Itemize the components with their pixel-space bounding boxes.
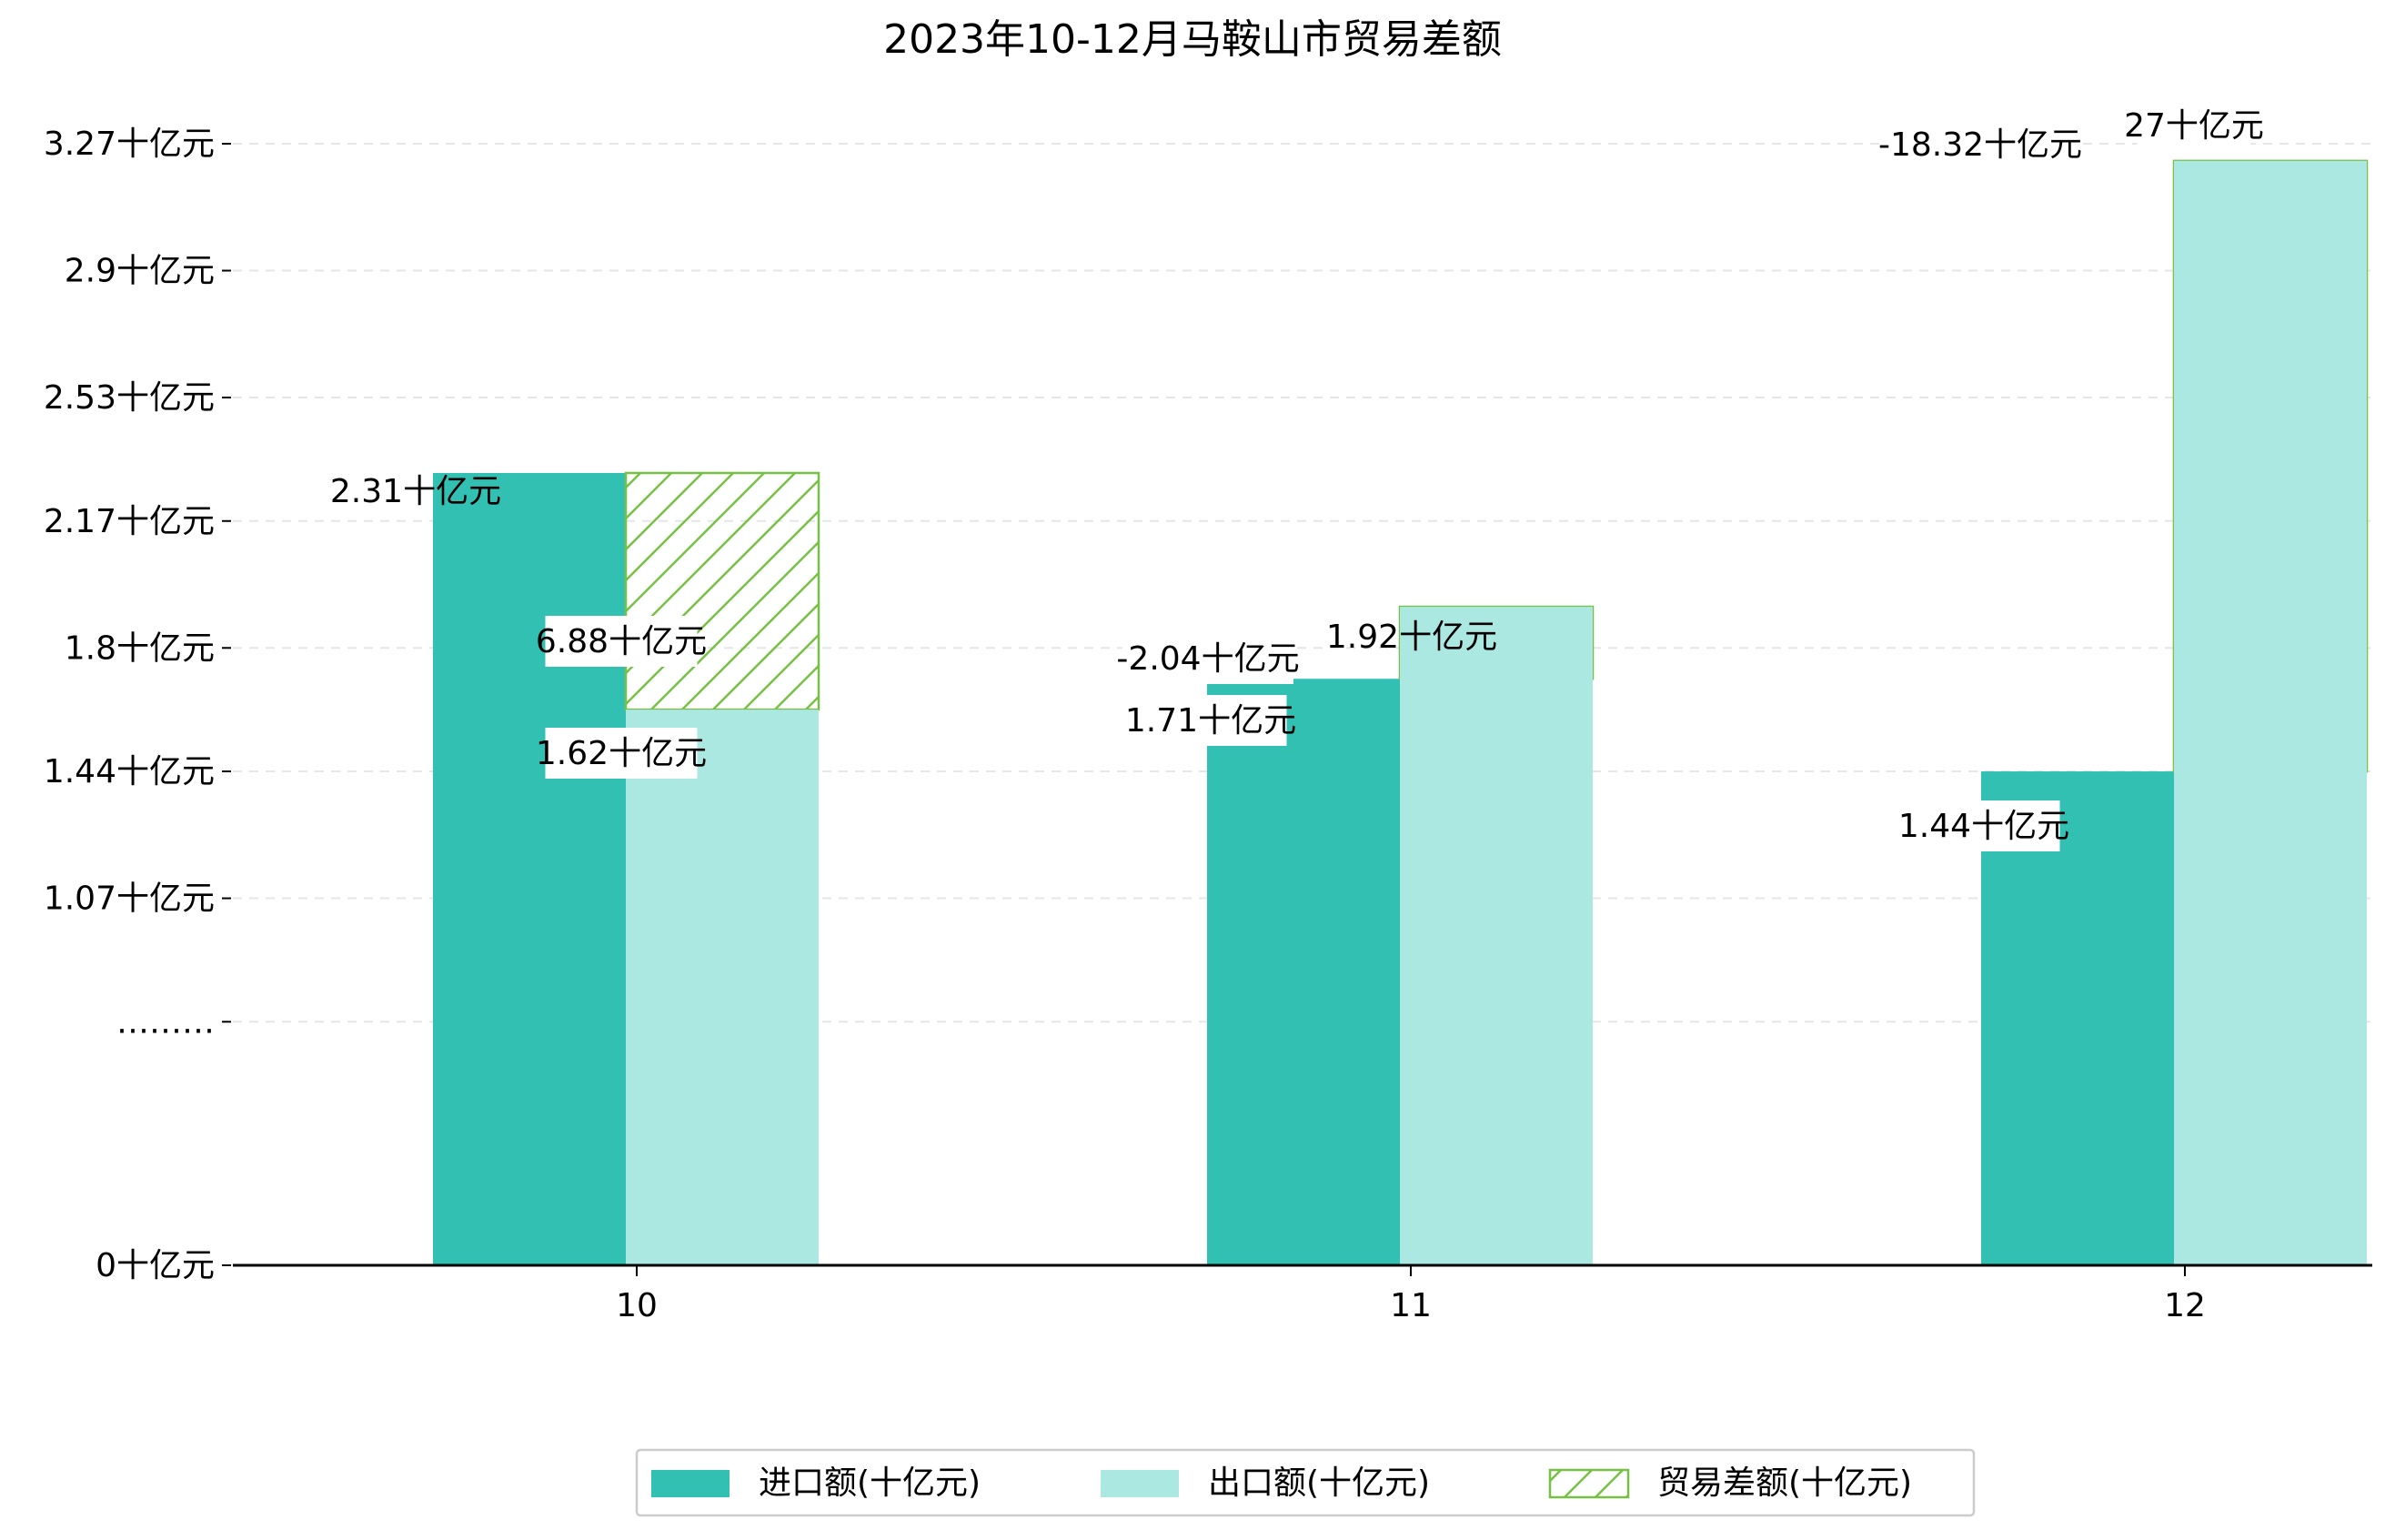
data-label-bg [545, 616, 698, 667]
data-label: 6.88十亿元 [536, 623, 707, 660]
legend-swatch-export [1101, 1470, 1179, 1497]
export-bar [2174, 160, 2367, 1265]
x-tick-label: 10 [616, 1287, 658, 1324]
y-tick-label: 1.44十亿元 [44, 753, 215, 790]
data-label-group: -2.04十亿元 [1116, 633, 1300, 684]
data-label: -2.04十亿元 [1116, 640, 1299, 678]
data-label: 1.62十亿元 [536, 735, 707, 772]
x-tick-label: 11 [1390, 1287, 1432, 1324]
data-label-bg [1885, 119, 2076, 170]
legend-swatch-balance [1548, 1468, 1630, 1499]
legend-label-balance: 贸易差额(十亿元) [1657, 1465, 1912, 1502]
y-tick-label: 2.9十亿元 [65, 253, 215, 290]
data-label-bg [1907, 800, 2060, 851]
data-label: 27十亿元 [2124, 107, 2264, 145]
data-label-group: -18.32十亿元 [1878, 119, 2082, 170]
legend-swatch-import [651, 1470, 730, 1497]
legend-box [635, 1448, 1976, 1517]
data-label-bg [2137, 100, 2251, 151]
y-tick-label: 3.27十亿元 [44, 126, 215, 163]
data-label-group: 6.88十亿元 [536, 616, 707, 667]
y-tick-label: ……… [116, 1003, 215, 1041]
x-tick-label: 12 [2164, 1287, 2206, 1324]
balance-bar [624, 471, 820, 711]
legend-label-import: 进口额(十亿元) [759, 1465, 981, 1502]
data-label: 2.31十亿元 [330, 473, 501, 510]
import-bar [1207, 679, 1400, 1265]
data-label-bg [545, 728, 698, 779]
data-label-bg [1134, 695, 1287, 746]
y-tick-label: 2.17十亿元 [44, 503, 215, 540]
data-label-group: 1.62十亿元 [536, 728, 707, 779]
data-label: 1.92十亿元 [1326, 619, 1497, 656]
data-label-bg [1122, 633, 1293, 684]
chart-title: 2023年10-12月马鞍山市贸易差额 [883, 16, 1502, 63]
data-label-group: 1.44十亿元 [1898, 800, 2069, 851]
y-tick-label: 0十亿元 [96, 1247, 215, 1284]
data-label: -18.32十亿元 [1878, 126, 2082, 164]
data-label-group: 27十亿元 [2124, 100, 2264, 151]
y-tick-label: 2.53十亿元 [44, 379, 215, 417]
y-tick-label: 1.07十亿元 [44, 881, 215, 918]
export-bar [626, 710, 819, 1265]
data-label-group: 1.71十亿元 [1125, 695, 1296, 746]
data-label-group: 1.92十亿元 [1326, 619, 1497, 656]
legend-label-export: 出口额(十亿元) [1208, 1465, 1430, 1502]
data-label: 1.71十亿元 [1125, 702, 1296, 740]
y-tick-label: 1.8十亿元 [65, 629, 215, 667]
import-bar [1981, 771, 2174, 1265]
data-label-group: 2.31十亿元 [330, 473, 501, 510]
data-label: 1.44十亿元 [1898, 808, 2069, 845]
import-bar [433, 472, 626, 1265]
export-bar [1400, 607, 1593, 1265]
